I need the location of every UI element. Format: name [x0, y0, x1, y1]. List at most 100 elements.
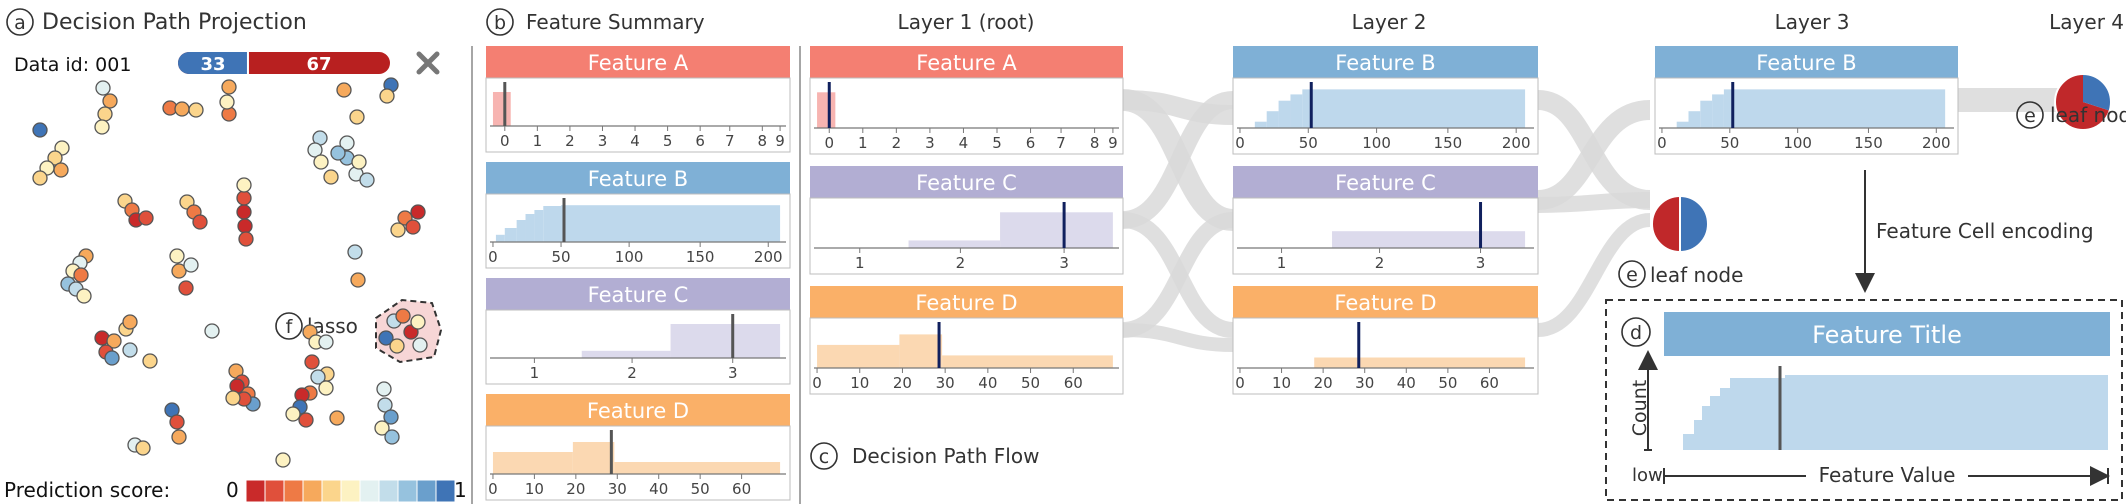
layer-2-header: Layer 2: [1352, 10, 1427, 34]
projection-point[interactable]: [238, 231, 254, 247]
projection-point[interactable]: [298, 412, 314, 428]
projection-point[interactable]: [410, 314, 426, 330]
projection-point[interactable]: [329, 410, 345, 426]
projection-point[interactable]: [32, 122, 48, 138]
axis-tick-label: 0: [812, 374, 822, 392]
axis-tick-label: 60: [1480, 374, 1499, 392]
projection-point[interactable]: [53, 162, 69, 178]
projection-point[interactable]: [138, 210, 154, 226]
projection-point[interactable]: [188, 102, 204, 118]
leaf-node-layer-2[interactable]: [1651, 195, 1709, 253]
projection-point[interactable]: [379, 88, 395, 104]
projection-point[interactable]: [102, 93, 118, 109]
projection-point[interactable]: [378, 330, 394, 346]
projection-point[interactable]: [377, 397, 393, 413]
projection-point[interactable]: [97, 106, 113, 122]
layer-3-header: Layer 3: [1775, 10, 1850, 34]
feature-cell-a-layer1[interactable]: Feature A 0 1 2 3 4 5 6 7 8 9: [809, 46, 1124, 155]
feature-cell-header: [810, 166, 1123, 198]
projection-point[interactable]: [405, 219, 421, 235]
axis-tick-label: 40: [649, 480, 668, 498]
histogram-bar: [817, 92, 836, 128]
close-icon[interactable]: [416, 51, 440, 75]
axis-tick-label: 200: [1922, 134, 1951, 152]
projection-point[interactable]: [412, 337, 428, 353]
projection-point[interactable]: [307, 142, 323, 158]
projection-point[interactable]: [47, 150, 63, 166]
projection-point[interactable]: [219, 94, 235, 110]
projection-point[interactable]: [122, 342, 138, 358]
projection-point[interactable]: [410, 204, 426, 220]
projection-point[interactable]: [318, 380, 334, 396]
projection-point[interactable]: [171, 263, 187, 279]
projection-point[interactable]: [221, 79, 237, 95]
projection-point[interactable]: [389, 338, 405, 354]
projection-point[interactable]: [183, 257, 199, 273]
projection-points[interactable]: [32, 77, 428, 468]
projection-point[interactable]: [76, 288, 92, 304]
projection-point[interactable]: [285, 406, 301, 422]
projection-point[interactable]: [349, 109, 365, 125]
projection-point[interactable]: [73, 267, 89, 283]
feature-cell-d-layer2[interactable]: Feature D 0 10 20 30 40 50 60: [1232, 286, 1539, 395]
projection-point[interactable]: [204, 323, 220, 339]
feature-cell-c-summary[interactable]: Feature C 1 2 3: [485, 278, 791, 385]
projection-point[interactable]: [95, 80, 111, 96]
projection-point[interactable]: [330, 145, 346, 161]
feature-cell-c-layer2[interactable]: Feature C 1 2 3: [1232, 166, 1539, 275]
projection-point[interactable]: [171, 429, 187, 445]
projection-point[interactable]: [142, 353, 158, 369]
projection-point[interactable]: [169, 414, 185, 430]
histogram-bar: [516, 220, 526, 242]
feature-cell-d-summary[interactable]: Feature D 0 10 20 30 40 50 60: [485, 394, 791, 501]
projection-point[interactable]: [395, 308, 411, 324]
projection-point[interactable]: [237, 218, 253, 234]
projection-point[interactable]: [339, 135, 355, 151]
projection-point[interactable]: [122, 314, 138, 330]
projection-point[interactable]: [32, 170, 48, 186]
projection-point[interactable]: [313, 154, 329, 170]
projection-point[interactable]: [347, 244, 363, 260]
projection-point[interactable]: [178, 280, 194, 296]
feature-cell-b-layer3[interactable]: Feature B 0 50 100 150 200: [1654, 46, 1959, 155]
projection-point[interactable]: [135, 440, 151, 456]
projection-point[interactable]: [94, 119, 110, 135]
projection-point[interactable]: [304, 354, 320, 370]
feature-cell-a-summary[interactable]: Feature A 0 1 2 3 4 5 6 7 8 9: [485, 46, 791, 153]
projection-point[interactable]: [169, 248, 185, 264]
projection-point[interactable]: [390, 222, 406, 238]
feature-cell-d-layer1[interactable]: Feature D 0 10 20 30 40 50 60: [809, 286, 1124, 395]
projection-point[interactable]: [236, 204, 252, 220]
projection-point[interactable]: [318, 334, 334, 350]
leaf-node-layer-4[interactable]: [2054, 73, 2112, 131]
projection-point[interactable]: [350, 272, 366, 288]
feature-cell-b-summary[interactable]: Feature B 0 50 100 150 200: [485, 162, 791, 269]
feature-cell-c-layer1[interactable]: Feature C 1 2 3: [809, 166, 1124, 275]
projection-point[interactable]: [383, 409, 399, 425]
projection-point[interactable]: [225, 390, 241, 406]
projection-point[interactable]: [236, 177, 252, 193]
projection-point[interactable]: [376, 381, 392, 397]
score-right-value: 67: [306, 54, 331, 75]
projection-point[interactable]: [384, 429, 400, 445]
projection-point[interactable]: [323, 169, 339, 185]
axis-tick-label: 50: [1021, 374, 1040, 392]
projection-point[interactable]: [104, 350, 120, 366]
projection-point[interactable]: [174, 101, 190, 117]
summary-title: Feature Summary: [526, 10, 705, 34]
projection-point[interactable]: [336, 82, 352, 98]
projection-point[interactable]: [275, 452, 291, 468]
projection-point[interactable]: [351, 154, 367, 170]
projection-point[interactable]: [236, 190, 252, 206]
projection-point[interactable]: [106, 333, 122, 349]
projection-point[interactable]: [310, 369, 326, 385]
histogram-bar: [1000, 212, 1113, 248]
projection-point[interactable]: [359, 172, 375, 188]
projection-point[interactable]: [192, 214, 208, 230]
projection-point[interactable]: [374, 420, 390, 436]
feature-cell-b-layer2[interactable]: Feature B 0 50 100 150 200: [1232, 46, 1539, 155]
scale-cell: [435, 479, 456, 503]
axis-tick-label: 0: [824, 134, 834, 152]
histogram-bar: [572, 442, 615, 474]
